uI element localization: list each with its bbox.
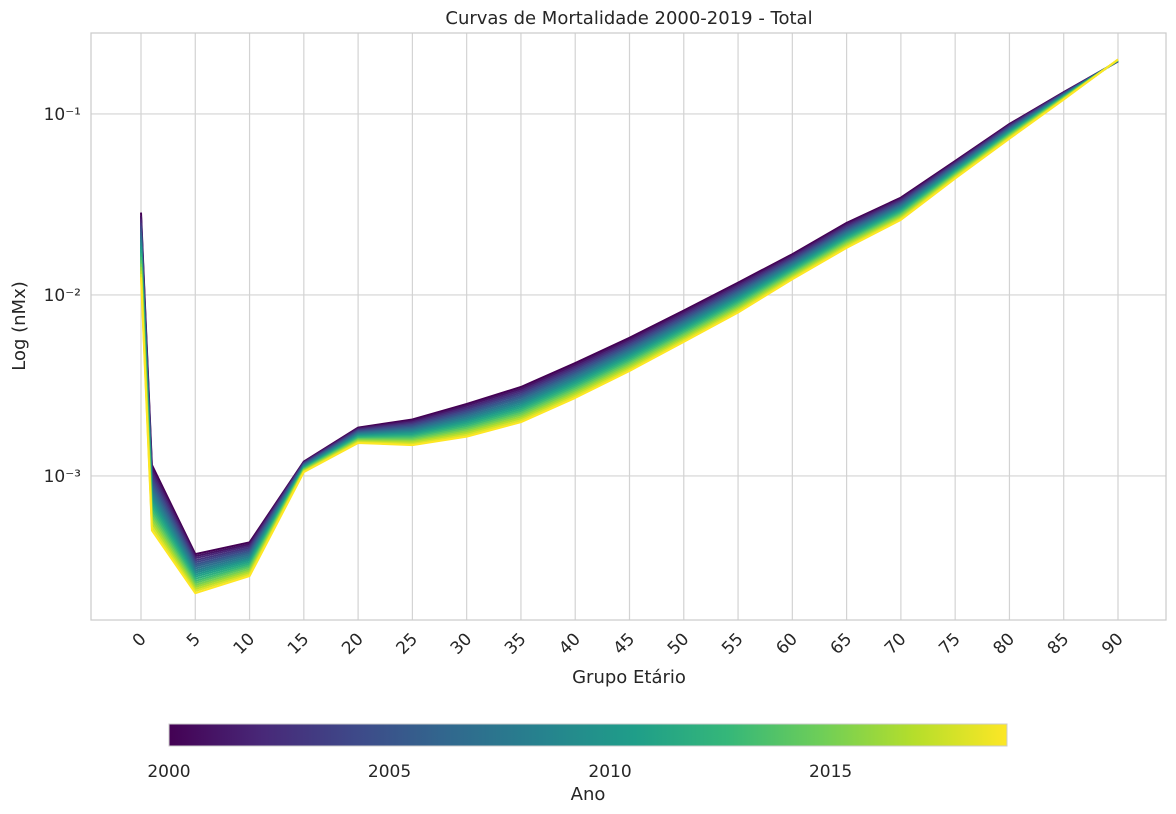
colorbar-tick-label: 2000	[147, 762, 190, 782]
x-tick-label: 65	[827, 629, 856, 658]
x-axis-title: Grupo Etário	[572, 667, 686, 688]
x-tick-labels: 0 5 10 15 20 25 30 35 40 45 50 55 60 65 70 75 80 85 90	[129, 629, 1128, 658]
colorbar-tick-label: 2010	[588, 762, 631, 782]
x-tick-label: 80	[990, 629, 1019, 658]
colorbar-tick-labels: 2000 2005 2010 2015	[147, 762, 852, 782]
x-tick-label: 50	[664, 629, 693, 658]
x-tick-label: 25	[392, 629, 421, 658]
colorbar-title: Ano	[571, 784, 606, 805]
x-tick-label: 10	[230, 629, 259, 658]
x-tick-label: 30	[447, 629, 476, 658]
grid	[91, 33, 1166, 620]
y-tick-label: 10⁻²	[44, 286, 81, 306]
x-tick-label: 45	[610, 629, 639, 658]
y-tick-label: 10⁻³	[44, 467, 81, 487]
series-lines	[140, 58, 1119, 595]
series-line	[140, 58, 1119, 595]
x-tick-label: 40	[555, 629, 584, 658]
x-tick-label: 75	[935, 629, 964, 658]
y-tick-labels: 10⁻³ 10⁻² 10⁻¹	[44, 105, 81, 487]
x-tick-label: 85	[1044, 629, 1073, 658]
y-axis-title: Log (nMx)	[9, 281, 30, 371]
x-tick-label: 0	[129, 629, 151, 651]
x-tick-label: 70	[881, 629, 910, 658]
x-tick-label: 90	[1098, 629, 1127, 658]
x-tick-label: 20	[338, 629, 367, 658]
y-tick-label: 10⁻¹	[44, 105, 81, 125]
x-tick-label: 15	[284, 629, 313, 658]
plot-frame	[90, 32, 1167, 621]
chart-title: Curvas de Mortalidade 2000-2019 - Total	[445, 8, 812, 29]
colorbar	[168, 723, 1008, 747]
colorbar-tick-label: 2005	[368, 762, 411, 782]
x-tick-label: 5	[183, 629, 205, 651]
x-tick-label: 60	[772, 629, 801, 658]
x-tick-label: 55	[718, 629, 747, 658]
x-tick-label: 35	[501, 629, 530, 658]
colorbar-tick-label: 2015	[809, 762, 852, 782]
